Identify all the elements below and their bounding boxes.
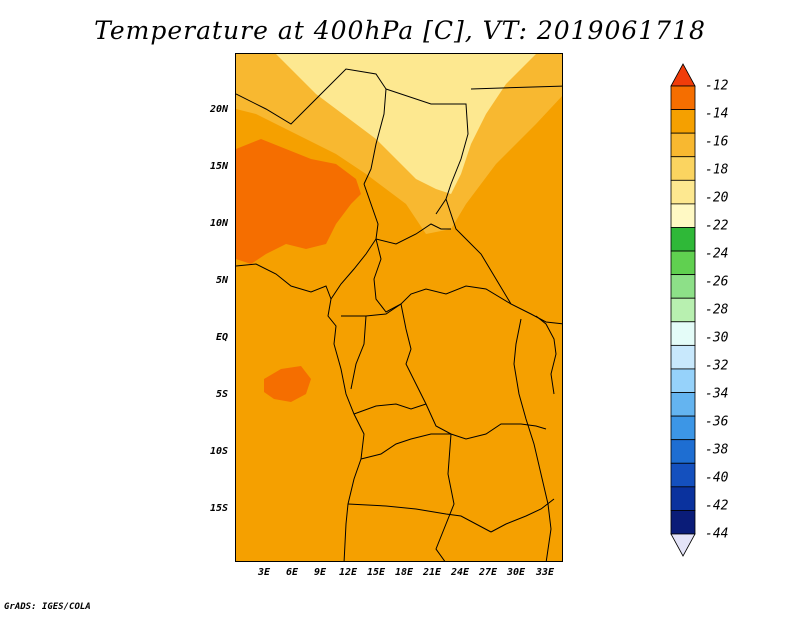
colorbar-swatch — [670, 250, 696, 276]
country-borders — [236, 68, 562, 561]
lat-label-15n: 15N — [209, 161, 228, 172]
region-gulf-warm-spot — [264, 366, 311, 402]
colorbar-tick-label: -12 — [705, 78, 729, 94]
colorbar-tick-label: -34 — [705, 386, 729, 402]
colorbar-tick-label: -26 — [705, 274, 729, 290]
colorbar-swatch — [670, 368, 696, 393]
lon-label-3e: 3E — [257, 567, 271, 578]
colorbar — [670, 63, 696, 557]
colorbar-tick-label: -40 — [705, 470, 729, 486]
lon-label-24e: 24E — [450, 567, 470, 578]
colorbar-bottom-triangle — [670, 533, 696, 557]
colorbar-swatch — [670, 132, 696, 158]
colorbar-swatch — [670, 85, 696, 110]
lon-label-30e: 30E — [506, 567, 526, 578]
lat-label-10n: 10N — [209, 218, 228, 229]
lon-label-9e: 9E — [313, 567, 327, 578]
region-sahel-warm — [236, 139, 361, 264]
colorbar-swatch — [670, 227, 696, 252]
grads-credit: GrADS: IGES/COLA — [4, 602, 91, 612]
lon-label-27e: 27E — [478, 567, 498, 578]
lat-label-15s: 15S — [209, 503, 228, 514]
colorbar-tick-label: -20 — [705, 190, 729, 206]
lat-label-5s: 5S — [215, 389, 228, 400]
lat-label-10s: 10S — [209, 446, 228, 457]
colorbar-swatch — [670, 415, 696, 441]
colorbar-top-triangle — [670, 63, 696, 87]
lat-label-5n: 5N — [215, 275, 228, 286]
colorbar-swatch — [670, 439, 696, 464]
lon-label-21e: 21E — [422, 567, 442, 578]
colorbar-swatch — [670, 462, 696, 488]
colorbar-tick-label: -14 — [705, 106, 729, 122]
chart-title: Temperature at 400hPa [C], VT: 201906171… — [94, 16, 706, 45]
colorbar-tick-label: -28 — [705, 302, 729, 318]
colorbar-swatch — [670, 344, 696, 370]
colorbar-tick-label: -36 — [705, 414, 729, 430]
colorbar-swatch — [670, 156, 696, 181]
lon-label-12e: 12E — [338, 567, 358, 578]
colorbar-tick-label: -16 — [705, 134, 729, 150]
colorbar-tick-label: -38 — [705, 442, 729, 458]
colorbar-tick-label: -30 — [705, 330, 729, 346]
map-svg — [236, 54, 562, 561]
lat-label-20n: 20N — [209, 104, 228, 115]
colorbar-swatch — [670, 179, 696, 205]
colorbar-swatch — [670, 486, 696, 511]
colorbar-swatch — [670, 274, 696, 299]
colorbar-swatch — [670, 203, 696, 228]
colorbar-tick-label: -18 — [705, 162, 729, 178]
colorbar-swatch — [670, 392, 696, 417]
lon-label-15e: 15E — [366, 567, 386, 578]
colorbar-tick-label: -24 — [705, 246, 729, 262]
colorbar-tick-label: -42 — [705, 498, 729, 514]
lon-label-33e: 33E — [535, 567, 555, 578]
lon-label-6e: 6E — [285, 567, 299, 578]
colorbar-swatch — [670, 510, 696, 535]
lon-label-18e: 18E — [394, 567, 414, 578]
colorbar-swatch — [670, 297, 696, 323]
colorbar-swatch — [670, 321, 696, 346]
colorbar-tick-label: -44 — [705, 526, 729, 542]
colorbar-tick-label: -32 — [705, 358, 729, 374]
colorbar-swatch — [670, 109, 696, 134]
map-panel — [235, 53, 563, 562]
lat-label-eq: EQ — [215, 332, 228, 343]
colorbar-tick-label: -22 — [705, 218, 729, 234]
